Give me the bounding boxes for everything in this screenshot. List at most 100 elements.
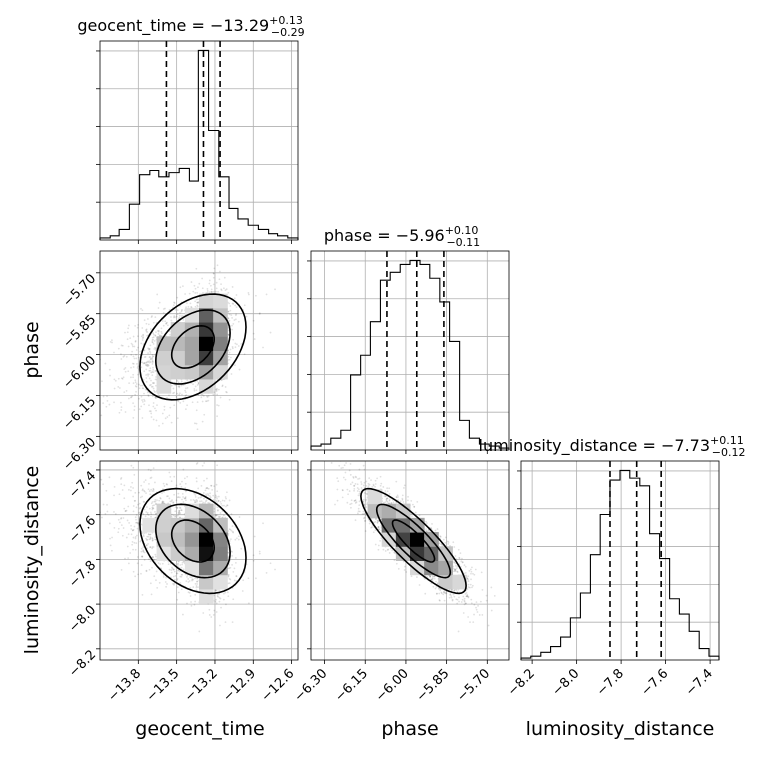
sample-point	[132, 510, 135, 513]
sample-point	[172, 575, 175, 578]
sample-point	[237, 345, 240, 347]
sample-point	[157, 333, 160, 335]
sample-point	[158, 499, 161, 502]
sample-point	[221, 385, 224, 388]
sample-point	[132, 548, 134, 551]
sample-point	[152, 558, 155, 561]
sample-point	[196, 305, 199, 308]
sample-point	[132, 335, 135, 338]
sample-point	[168, 394, 170, 397]
sample-point	[191, 579, 193, 582]
density-cell	[184, 350, 200, 366]
sample-point	[197, 301, 199, 304]
sample-point	[150, 316, 153, 319]
sample-point	[131, 481, 134, 484]
sample-point	[154, 378, 157, 381]
density-cell	[156, 336, 172, 351]
sample-point	[193, 389, 196, 392]
sample-point	[151, 538, 154, 540]
sample-point	[160, 567, 162, 570]
sample-point	[131, 543, 134, 546]
sample-point	[186, 302, 188, 305]
sample-point	[151, 501, 154, 503]
sample-point	[177, 496, 180, 498]
sample-point	[133, 541, 136, 544]
sample-point	[190, 306, 193, 309]
sample-point	[120, 477, 123, 479]
sample-point	[101, 380, 103, 383]
sample-point	[123, 391, 126, 394]
sample-point	[141, 361, 144, 364]
sample-point	[173, 404, 176, 407]
sample-point	[265, 571, 268, 574]
sample-point	[209, 495, 211, 497]
sample-point	[145, 506, 148, 508]
sample-point	[142, 362, 145, 365]
sample-point	[134, 536, 137, 538]
sample-point	[120, 483, 123, 486]
sample-point	[225, 603, 227, 606]
sample-point	[169, 500, 172, 503]
sample-point	[136, 534, 138, 537]
sample-point	[176, 578, 179, 581]
sample-point	[118, 493, 121, 496]
sample-point	[231, 302, 234, 305]
sample-point	[152, 546, 155, 548]
sample-point	[161, 501, 164, 503]
sample-point	[229, 528, 232, 531]
sample-point	[227, 310, 230, 313]
sample-point	[196, 580, 198, 583]
sample-point	[206, 288, 209, 290]
sample-point	[134, 340, 137, 342]
sample-point	[138, 502, 141, 505]
sample-point	[231, 621, 234, 624]
sample-point	[150, 416, 153, 418]
sample-point	[140, 395, 143, 398]
sample-point	[127, 327, 130, 330]
sample-point	[194, 501, 197, 503]
sample-point	[111, 549, 113, 552]
sample-point	[120, 377, 123, 380]
sample-point	[178, 385, 181, 388]
sample-point	[133, 405, 136, 408]
sample-point	[120, 344, 123, 347]
sample-point	[128, 382, 131, 385]
sample-point	[252, 319, 255, 322]
sample-point	[149, 536, 152, 538]
sample-point	[111, 536, 113, 539]
sample-point	[149, 469, 152, 472]
sample-point	[195, 477, 198, 480]
sample-point	[145, 361, 148, 364]
sample-point	[235, 306, 238, 309]
sample-point	[134, 516, 137, 519]
sample-point	[220, 606, 222, 609]
sample-point	[124, 510, 127, 513]
sample-point	[151, 360, 154, 362]
sample-point	[143, 481, 145, 483]
sample-point	[149, 533, 151, 536]
sample-point	[177, 591, 180, 594]
sample-point	[166, 456, 168, 458]
hist-panel-phase: phase = −5.96+0.10 −0.11	[307, 224, 510, 454]
sample-point	[187, 305, 190, 308]
sample-point	[132, 536, 135, 539]
sample-point	[170, 571, 173, 574]
sample-point	[208, 279, 211, 282]
sample-point	[176, 496, 179, 499]
sample-point	[235, 575, 238, 578]
sample-point	[196, 462, 199, 464]
sample-point	[230, 529, 233, 532]
sample-point	[228, 582, 231, 585]
sample-point	[215, 390, 218, 393]
sample-point	[132, 495, 135, 498]
sample-point	[159, 497, 162, 499]
sample-point	[186, 404, 189, 407]
sample-point	[143, 356, 146, 358]
sample-point	[175, 396, 178, 398]
sample-point	[184, 499, 187, 502]
sample-point	[178, 509, 181, 512]
sample-point	[174, 384, 177, 387]
sample-point	[203, 479, 205, 482]
sample-point	[152, 355, 155, 358]
